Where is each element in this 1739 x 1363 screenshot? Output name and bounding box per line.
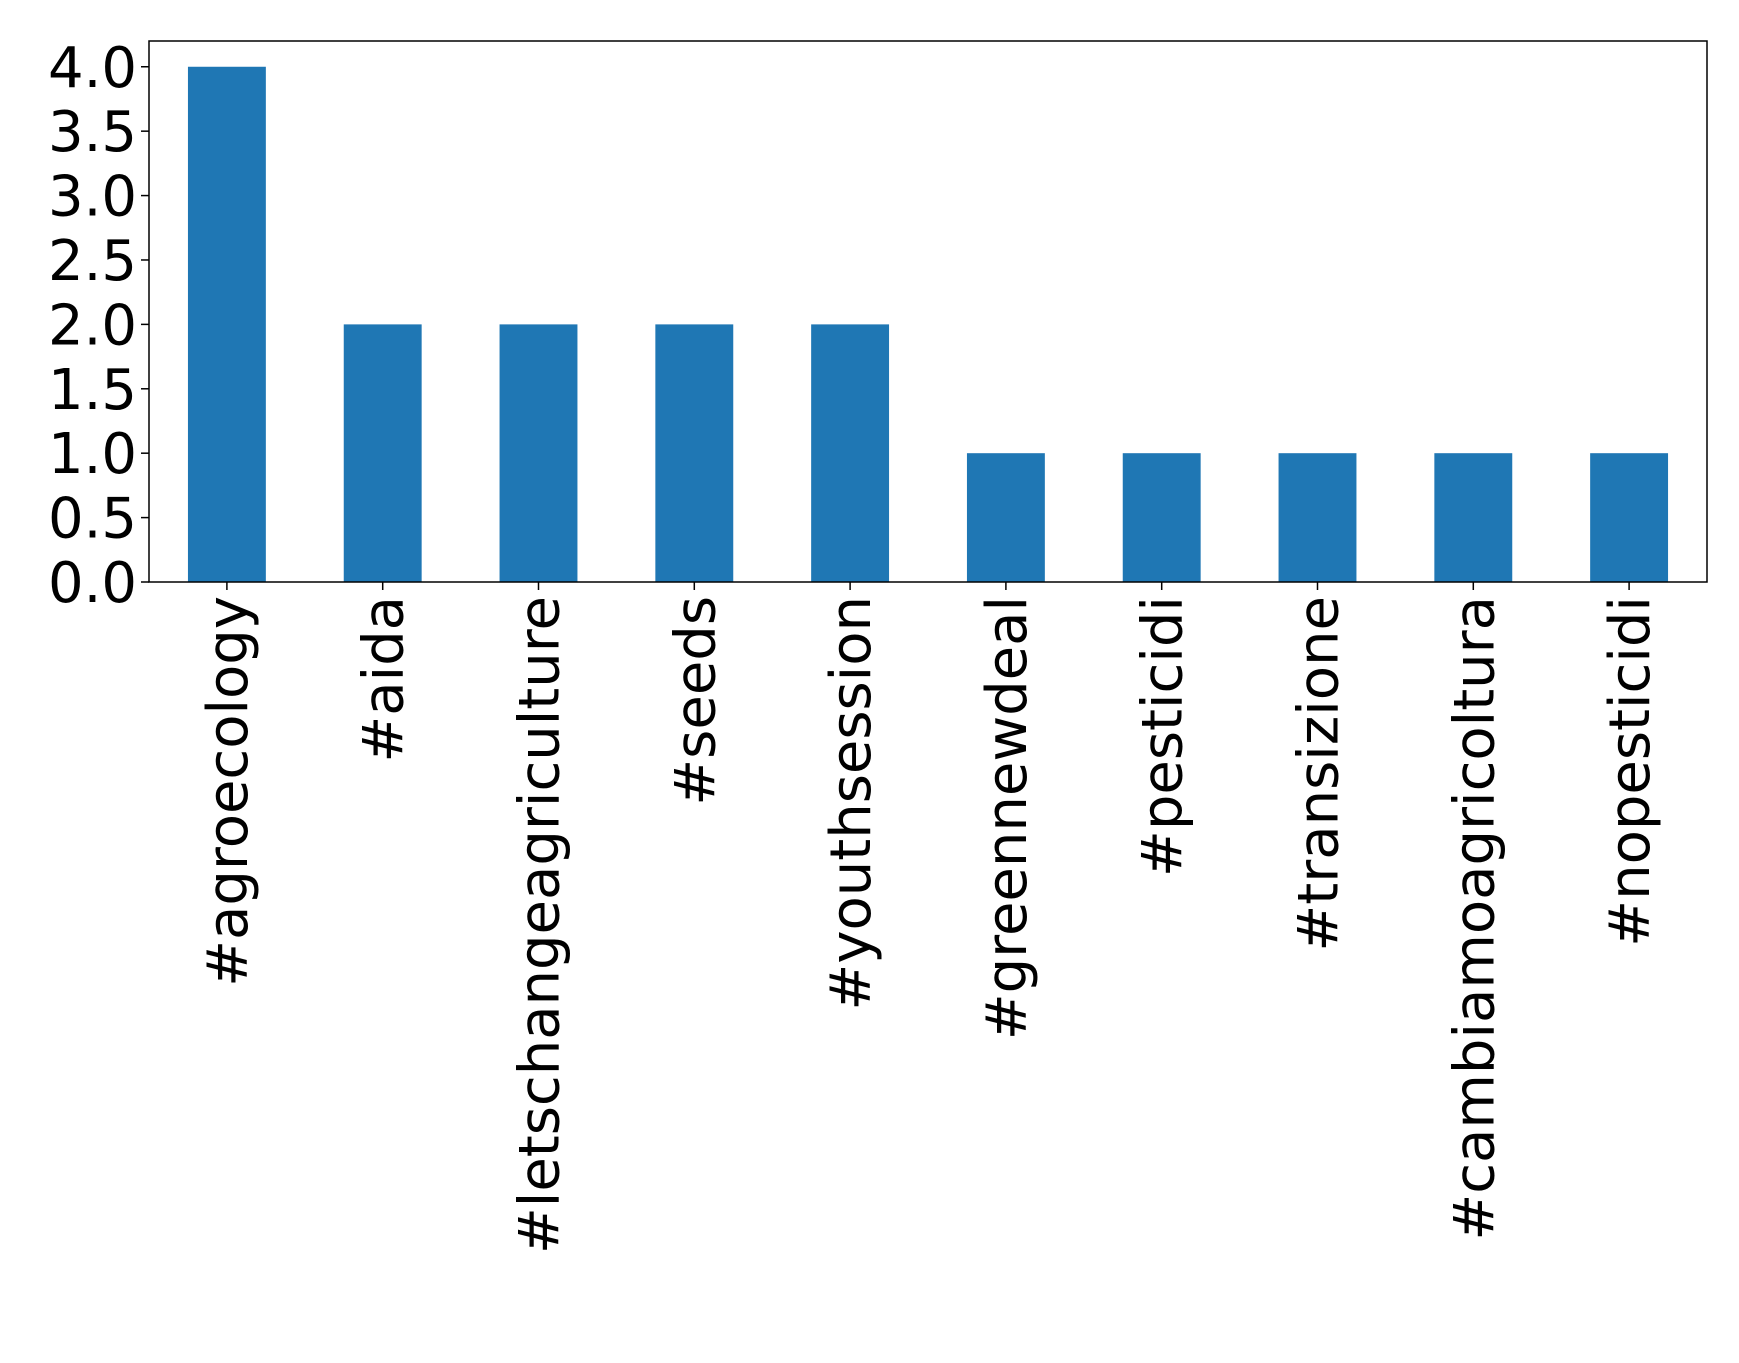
bar	[187, 66, 266, 582]
bar	[343, 324, 422, 582]
x-tick-label: #cambiamoagricoltura	[1442, 596, 1507, 1241]
x-tick-label: #pesticidi	[1131, 596, 1196, 877]
x-tick-label: #aida	[352, 596, 417, 763]
x-tick-label: #letschangeagriculture	[508, 596, 573, 1254]
y-tick-label: 2.0	[48, 293, 137, 358]
y-tick-label: 1.5	[48, 358, 137, 423]
y-tick-label: 0.5	[48, 487, 137, 552]
y-tick-label: 0.0	[48, 551, 137, 616]
x-tick-label: #seeds	[663, 596, 728, 806]
bar	[1434, 453, 1513, 582]
y-tick-label: 1.0	[48, 422, 137, 487]
y-tick-label: 3.0	[48, 165, 137, 230]
y-tick-label: 4.0	[48, 36, 137, 101]
y-tick-label: 3.5	[48, 100, 137, 165]
bar	[811, 324, 890, 582]
bar	[655, 324, 734, 582]
plot-frame	[148, 40, 1708, 583]
x-tick-label: #nopesticidi	[1598, 596, 1663, 947]
bar	[1122, 453, 1201, 582]
y-tick-label: 2.5	[48, 229, 137, 294]
x-tick-label: #youthsession	[819, 596, 884, 1011]
x-tick-label: #greennewdeal	[975, 596, 1040, 1040]
bar	[499, 324, 578, 582]
bar	[966, 453, 1045, 582]
x-tick-label: #agroecology	[196, 596, 261, 987]
bar	[1590, 453, 1669, 582]
x-tick-label: #transizione	[1287, 596, 1352, 952]
bar	[1278, 453, 1357, 582]
